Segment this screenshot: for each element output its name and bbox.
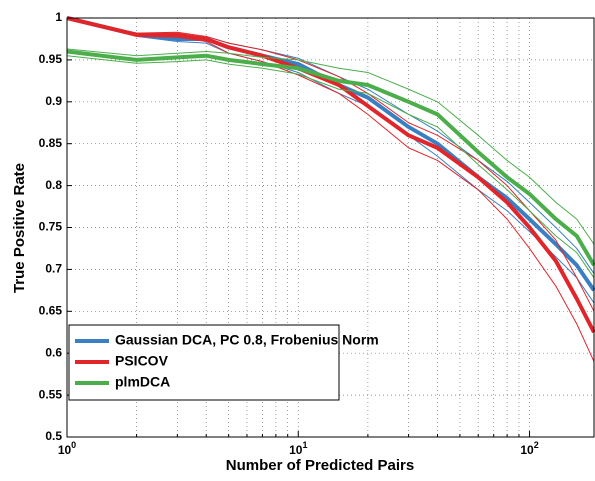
- y-tick-label: 0.85: [39, 136, 63, 150]
- x-tick-exponent: 0: [71, 440, 76, 450]
- y-tick-label: 0.8: [45, 178, 62, 192]
- x-tick-exponent: 1: [302, 440, 307, 450]
- legend-label: plmDCA: [115, 374, 170, 390]
- series-line: [66, 49, 595, 267]
- band-line: [66, 48, 595, 245]
- y-tick-label: 0.65: [39, 303, 63, 317]
- x-tick-base: 10: [289, 443, 303, 457]
- y-tick-label: 0.55: [39, 387, 63, 401]
- band-line: [66, 55, 595, 279]
- y-tick-label: 0.75: [39, 220, 63, 234]
- x-tick-base: 10: [58, 443, 72, 457]
- series-line: [66, 16, 595, 334]
- y-tick-label: 0.9: [45, 94, 62, 108]
- legend-box: [68, 324, 340, 401]
- x-tick-exponent: 2: [534, 440, 539, 450]
- legend-label: PSICOV: [115, 353, 169, 369]
- y-tick-label: 0.6: [45, 345, 62, 359]
- x-tick-label: 100: [58, 440, 76, 457]
- y-axis-label: True Positive Rate: [11, 163, 28, 293]
- y-tick-label: 1: [55, 10, 62, 24]
- y-tick-label: 0.95: [39, 52, 63, 66]
- band-line: [66, 17, 595, 362]
- plot-frame: [66, 17, 595, 438]
- x-tick-label: 102: [520, 440, 538, 457]
- x-axis-label: Number of Predicted Pairs: [226, 457, 414, 474]
- y-tick-label: 0.7: [45, 262, 62, 276]
- y-tick-label: 0.5: [45, 429, 62, 443]
- x-tick-label: 101: [289, 440, 307, 457]
- legend-label: Gaussian DCA, PC 0.8, Frobenius Norm: [115, 332, 379, 348]
- x-tick-base: 10: [520, 443, 534, 457]
